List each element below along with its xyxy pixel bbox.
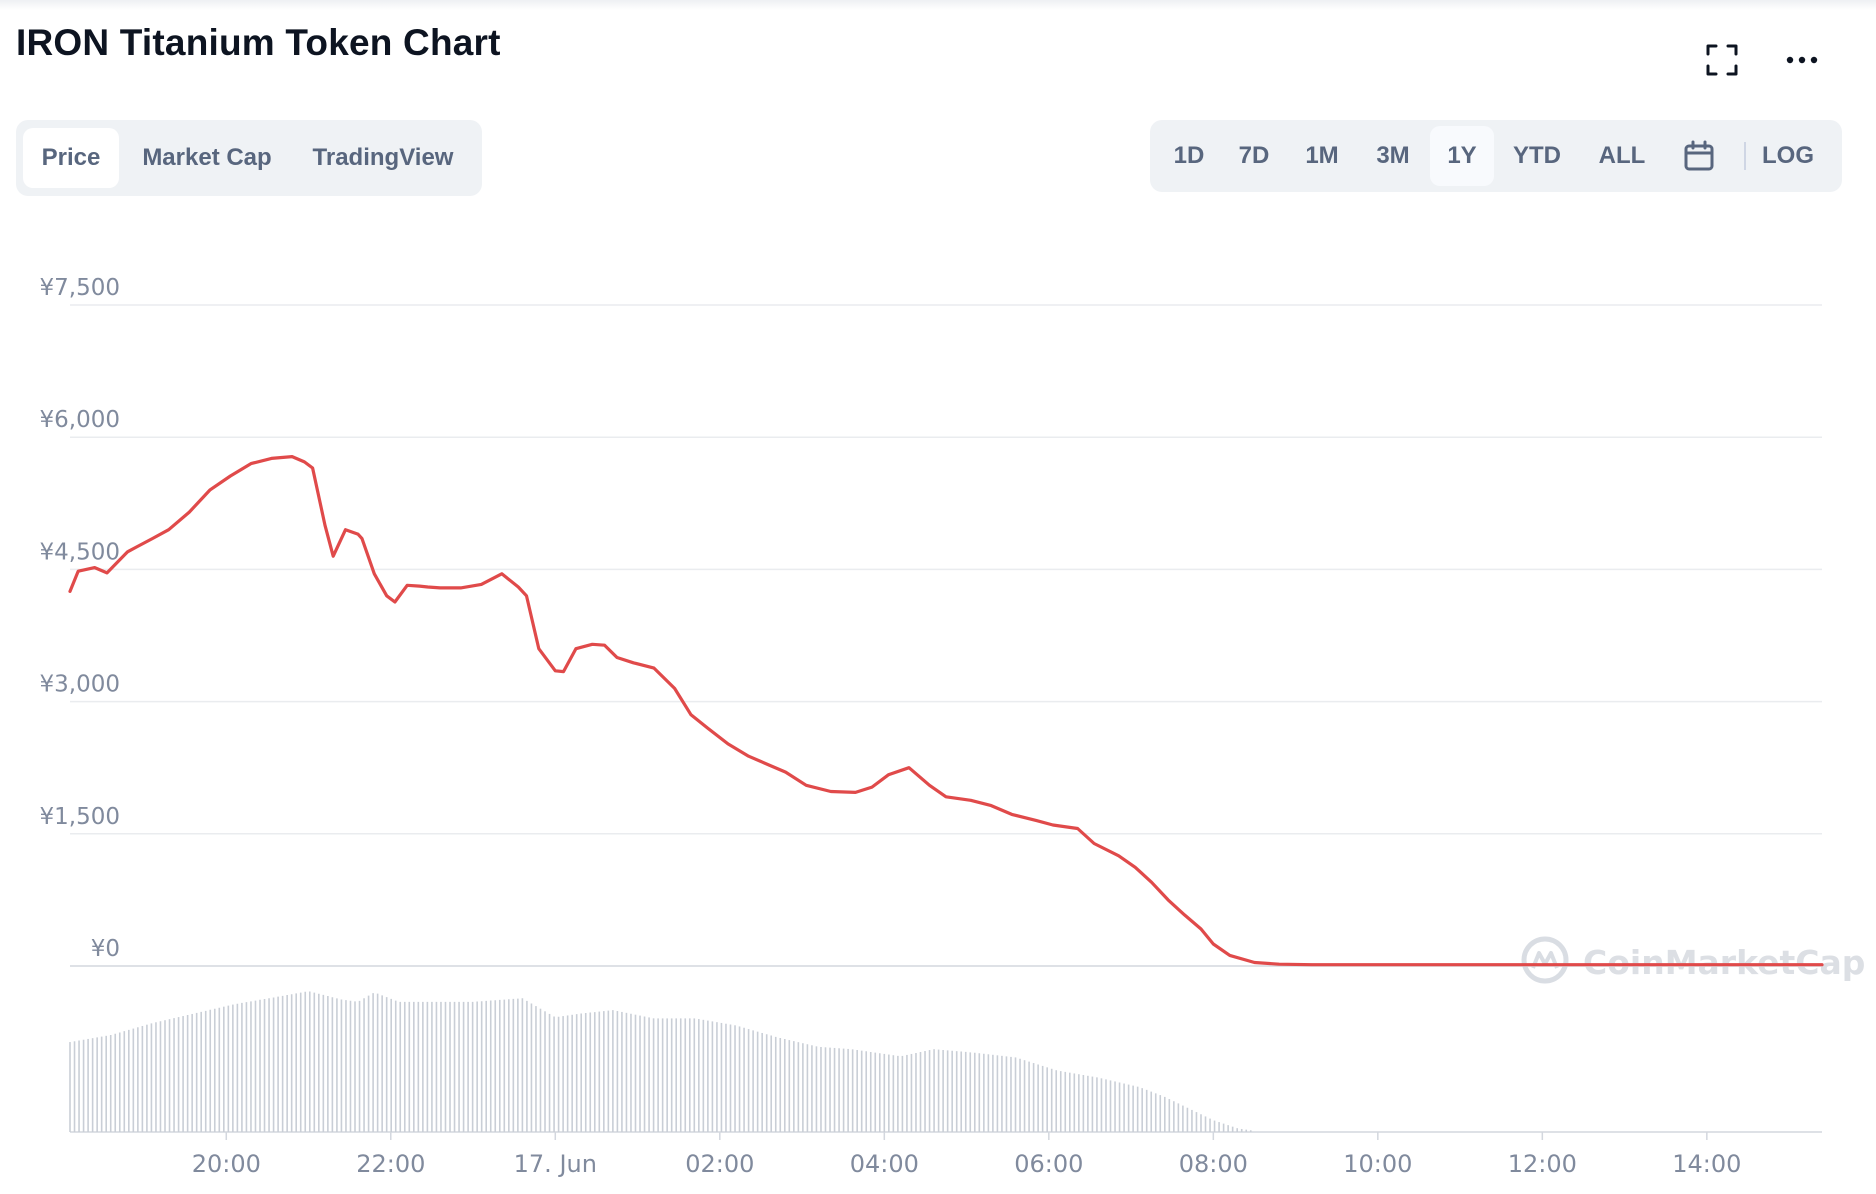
x-tick-label: 08:00	[1179, 1150, 1248, 1178]
y-tick-label: ¥3,000	[40, 672, 120, 698]
range-ytd[interactable]: YTD	[1513, 142, 1561, 169]
x-tick-label: 17. Jun	[514, 1150, 597, 1178]
range-all[interactable]: ALL	[1598, 142, 1646, 169]
range-7d[interactable]: 7D	[1238, 142, 1270, 169]
x-axis-labels: 20:00 22:00 17. Jun 02:00 04:00 06:00 08:00 10:…	[192, 1132, 1741, 1178]
more-options-button[interactable]	[1774, 32, 1830, 88]
range-1d[interactable]: 1D	[1173, 142, 1205, 169]
y-tick-label: ¥0	[91, 936, 120, 962]
more-options-icon	[1786, 56, 1818, 64]
x-tick-label: 10:00	[1343, 1150, 1412, 1178]
range-1y[interactable]: 1Y	[1430, 126, 1494, 186]
x-tick-label: 02:00	[685, 1150, 754, 1178]
chart-type-tabs: Price Market Cap TradingView	[16, 120, 482, 196]
calendar-icon	[1684, 140, 1714, 171]
watermark-text: CoinMarketCap	[1583, 943, 1865, 982]
x-tick-label: 22:00	[356, 1150, 425, 1178]
fullscreen-icon	[1706, 44, 1738, 76]
page-title: IRON Titanium Token Chart	[16, 22, 501, 63]
tab-market-cap[interactable]: Market Cap	[142, 144, 272, 171]
x-tick-label: 12:00	[1508, 1150, 1577, 1178]
y-tick-label: ¥7,500	[40, 275, 120, 301]
top-shade	[0, 0, 1876, 10]
tab-price[interactable]: Price	[23, 128, 119, 188]
x-tick-label: 20:00	[192, 1150, 261, 1178]
calendar-button[interactable]	[1664, 126, 1734, 186]
x-tick-label: 04:00	[850, 1150, 919, 1178]
price-line-layer	[68, 455, 1824, 967]
range-3m[interactable]: 3M	[1376, 142, 1410, 169]
x-tick-label: 06:00	[1014, 1150, 1083, 1178]
y-tick-label: ¥6,000	[40, 407, 120, 433]
log-toggle[interactable]: LOG	[1762, 142, 1814, 169]
time-range-tabs: 1D 7D 1M 3M 1Y YTD ALL LOG	[1150, 120, 1842, 192]
y-axis-labels: ¥0 ¥1,500 ¥3,000 ¥4,500 ¥6,000 ¥7,500	[40, 275, 120, 962]
volume-bars	[69, 991, 1252, 1132]
coinmarketcap-watermark: CoinMarketCap	[1521, 936, 1865, 984]
tab-tradingview[interactable]: TradingView	[312, 144, 454, 171]
range-divider	[1744, 142, 1746, 170]
fullscreen-button[interactable]	[1694, 32, 1750, 88]
y-tick-label: ¥1,500	[40, 804, 120, 830]
range-1m[interactable]: 1M	[1305, 142, 1339, 169]
x-tick-label: 14:00	[1672, 1150, 1741, 1178]
y-tick-label: ¥4,500	[40, 539, 120, 565]
price-series-line	[68, 455, 1824, 967]
